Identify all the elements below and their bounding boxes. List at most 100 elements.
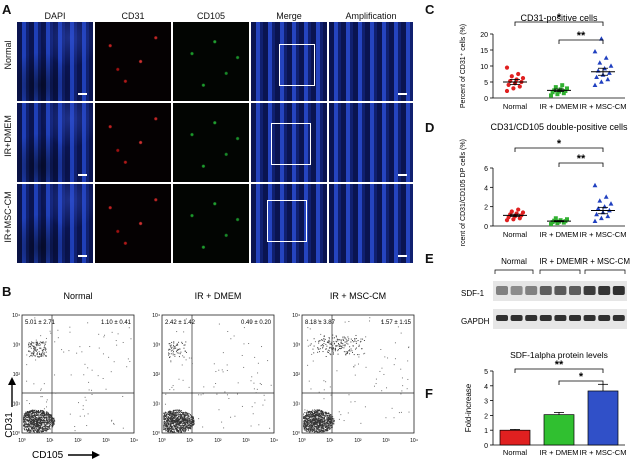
flow-event	[320, 333, 322, 335]
flow-y-tick: 10²	[13, 372, 21, 378]
flow-event	[40, 422, 42, 424]
blot-band	[496, 286, 508, 295]
flow-event	[320, 422, 322, 424]
flow-event	[53, 420, 55, 422]
flow-event	[185, 423, 187, 425]
flow-event	[222, 371, 224, 373]
flow-event	[173, 350, 175, 352]
flow-event	[166, 423, 168, 425]
flow-event	[321, 422, 323, 424]
flow-event	[164, 427, 166, 429]
flow-event	[173, 431, 175, 433]
flow-event	[330, 416, 332, 418]
flow-event	[170, 429, 172, 431]
flow-event	[365, 366, 367, 368]
flow-event	[333, 419, 335, 421]
flow-event	[178, 341, 180, 343]
flow-event	[185, 420, 187, 422]
flow-event	[32, 409, 34, 411]
flow-event	[187, 420, 189, 422]
flow-event	[49, 415, 51, 417]
flow-event	[320, 417, 322, 419]
flow-event	[26, 416, 28, 418]
flow-event	[200, 394, 202, 396]
flow-event	[44, 427, 46, 429]
flow-event	[163, 417, 165, 419]
flow-event	[407, 378, 409, 380]
flow-event	[82, 408, 84, 410]
flow-event	[23, 413, 25, 415]
flow-event	[320, 415, 322, 417]
flow-event	[166, 418, 168, 420]
flow-event	[327, 430, 329, 432]
flow-event	[168, 429, 170, 431]
flow-event	[323, 424, 325, 426]
flow-event	[190, 422, 192, 424]
flow-event	[187, 429, 189, 431]
flow-event	[326, 414, 328, 416]
flow-event	[311, 413, 313, 415]
flow-event	[340, 348, 342, 350]
flow-event	[42, 411, 44, 413]
flow-event	[313, 413, 315, 415]
flow-event	[26, 412, 28, 414]
flow-event	[308, 416, 310, 418]
flow-event	[308, 428, 310, 430]
flow-event	[30, 413, 32, 415]
data-point	[607, 70, 612, 75]
flow-event	[406, 388, 408, 390]
flow-event	[170, 419, 172, 421]
flow-event	[183, 421, 185, 423]
micrograph-dapi-ir-msccm	[17, 184, 93, 263]
y-axis-label: Fold-increase	[464, 383, 473, 432]
flow-event	[39, 416, 41, 418]
flow-event	[314, 422, 316, 424]
data-point	[605, 76, 611, 82]
flow-event	[48, 413, 50, 415]
flow-event	[40, 355, 42, 357]
flow-event	[322, 411, 324, 413]
flow-event	[37, 424, 39, 426]
flow-event	[322, 344, 324, 346]
flow-event	[26, 428, 28, 430]
flow-event	[170, 346, 172, 348]
flow-event	[310, 418, 312, 420]
flow-event	[27, 430, 29, 432]
flow-event	[166, 424, 168, 426]
flow-event	[53, 421, 55, 423]
flow-event	[40, 421, 42, 423]
flow-event	[191, 416, 193, 418]
flow-event	[181, 416, 183, 418]
flow-event	[28, 429, 30, 431]
flow-event	[320, 420, 322, 422]
flow-event	[188, 420, 190, 422]
flow-event	[48, 419, 50, 421]
flow-event	[176, 409, 178, 411]
flow-event	[37, 431, 39, 433]
flow-event	[36, 425, 38, 427]
flow-event	[164, 403, 166, 405]
blot-row-label: GAPDH	[461, 317, 490, 326]
flow-event	[324, 411, 326, 413]
flow-event	[183, 415, 185, 417]
flow-event	[357, 354, 359, 356]
data-point	[516, 207, 521, 212]
flow-event	[35, 424, 37, 426]
flow-event	[175, 428, 177, 430]
flow-event	[24, 413, 26, 415]
flow-event	[167, 416, 169, 418]
flow-event	[23, 415, 25, 417]
flow-event	[28, 424, 30, 426]
flow-y-tick: 10⁴	[292, 313, 300, 319]
flow-event	[41, 413, 43, 415]
flow-event	[339, 347, 341, 349]
flow-event	[310, 416, 312, 418]
flow-event	[331, 341, 333, 343]
flow-event	[178, 431, 180, 433]
flow-event	[166, 413, 168, 415]
y-tick-label: 5	[484, 80, 488, 87]
y-axis-label: Percent of CD31/CD105 DP cells (%)	[460, 139, 467, 246]
flow-event	[306, 417, 308, 419]
flow-event	[360, 422, 362, 424]
flow-event	[166, 416, 168, 418]
